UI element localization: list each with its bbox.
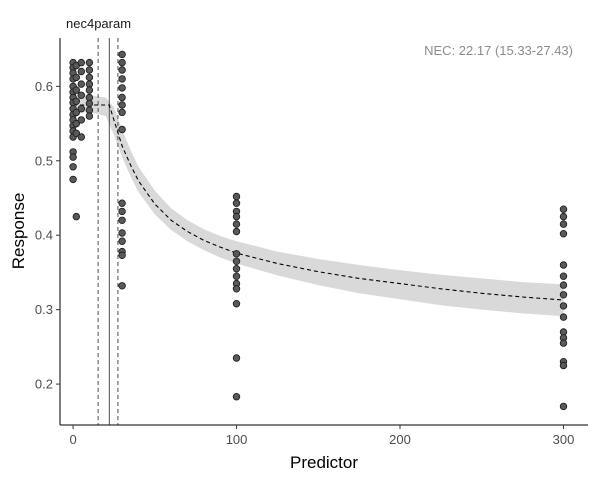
data-point <box>118 84 126 92</box>
data-point <box>77 116 85 124</box>
data-point <box>85 112 94 120</box>
y-axis-title: Response <box>9 193 28 270</box>
data-point <box>232 265 241 273</box>
data-point <box>72 119 80 128</box>
y-tick-label: 0.2 <box>35 377 53 392</box>
data-point <box>232 285 241 293</box>
x-tick-label: 300 <box>553 432 575 447</box>
data-point <box>69 175 77 184</box>
x-tick-label: 200 <box>389 432 411 447</box>
data-point <box>559 339 568 347</box>
data-point <box>72 212 80 221</box>
y-tick-label: 0.6 <box>35 79 53 94</box>
x-tick-label: 100 <box>226 432 248 447</box>
data-point <box>118 282 126 290</box>
y-tick-label: 0.4 <box>35 228 53 243</box>
data-point <box>559 281 568 289</box>
data-point <box>72 86 80 94</box>
facet-title: nec4param <box>66 16 131 31</box>
data-point <box>77 67 85 76</box>
data-point <box>118 237 126 245</box>
data-point <box>118 108 126 117</box>
x-tick-label: 0 <box>69 432 76 447</box>
data-point <box>118 101 126 109</box>
data-point <box>77 91 85 99</box>
data-point <box>118 216 126 224</box>
data-point <box>85 99 94 108</box>
data-point <box>559 272 568 280</box>
data-point <box>118 207 126 216</box>
nec-annotation: NEC: 22.17 (15.33-27.43) <box>424 43 573 58</box>
data-point <box>85 66 94 74</box>
data-point <box>559 361 568 370</box>
data-point <box>85 58 94 67</box>
data-point <box>232 300 241 308</box>
data-point <box>72 73 80 82</box>
data-point <box>559 229 568 238</box>
data-point <box>559 313 568 321</box>
x-axis-title: Predictor <box>290 453 358 472</box>
data-point <box>559 291 568 299</box>
data-point <box>77 80 85 88</box>
data-point <box>77 133 85 141</box>
data-point <box>232 212 241 221</box>
data-point <box>118 75 126 83</box>
data-point <box>232 220 241 228</box>
data-point <box>559 205 568 213</box>
data-point <box>118 58 126 67</box>
data-point <box>559 402 568 411</box>
data-point <box>232 354 241 362</box>
data-point <box>232 257 241 265</box>
data-point <box>85 73 94 82</box>
data-point <box>559 220 568 228</box>
y-tick-label: 0.3 <box>35 302 53 317</box>
data-point <box>559 302 568 310</box>
y-tick-label: 0.5 <box>35 153 53 168</box>
data-point <box>118 93 126 102</box>
fitted-curve <box>73 104 564 301</box>
data-point <box>69 153 77 161</box>
data-point <box>118 251 126 259</box>
data-point <box>118 50 126 59</box>
data-point <box>72 97 80 105</box>
data-point <box>559 212 568 221</box>
credible-band <box>73 95 564 317</box>
data-point <box>85 86 94 94</box>
data-point <box>118 66 126 74</box>
data-point <box>118 125 126 134</box>
data-point <box>232 272 241 280</box>
data-point <box>118 229 126 237</box>
data-point <box>77 104 85 113</box>
data-point <box>72 108 80 117</box>
data-point <box>232 199 241 207</box>
plot-area: 0 100 200 300 0.2 0.3 0.4 0.5 0.6 <box>35 38 588 447</box>
data-point <box>72 129 80 137</box>
data-point <box>118 199 126 207</box>
data-point <box>77 58 85 67</box>
data-point <box>232 250 241 258</box>
data-point <box>232 227 241 236</box>
data-point <box>559 261 568 269</box>
data-point <box>232 192 241 201</box>
data-point <box>69 163 77 171</box>
data-point <box>232 393 241 401</box>
